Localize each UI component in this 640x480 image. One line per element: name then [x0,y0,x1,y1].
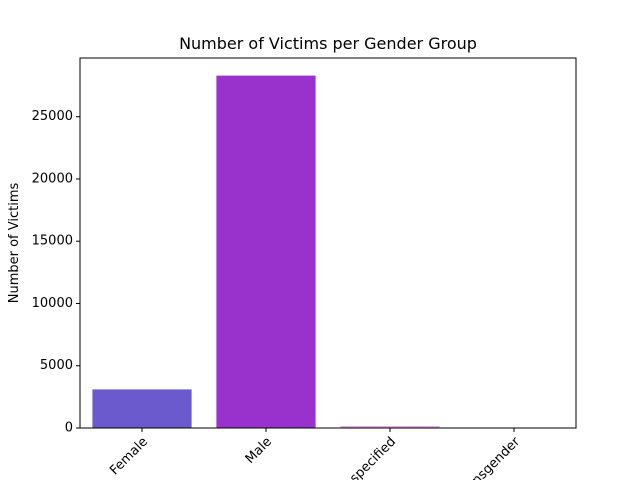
x-ticks-group: Female Male Unspecified Transgender [107,428,524,480]
y-ticks-group: 0 5000 10000 15000 20000 25000 [32,109,80,436]
x-tick-label: Male [243,434,275,466]
y-tick-label: 15000 [32,234,73,249]
x-tick-label: Transgender [455,434,524,480]
y-tick-label: 10000 [32,296,73,311]
y-axis-label: Number of Victims [7,183,22,304]
bar-unspecified [340,426,440,428]
bar-female [92,389,192,428]
x-tick-label: Unspecified [335,434,399,480]
plot-frame [79,57,577,429]
x-tick-label: Female [107,434,151,478]
bars-group [92,75,564,429]
y-tick-label: 20000 [32,171,73,186]
chart-title: Number of Victims per Gender Group [179,34,477,53]
y-tick-label: 25000 [32,109,73,124]
bar-male [216,75,316,429]
y-tick-label: 5000 [40,358,73,373]
y-tick-label: 0 [65,421,73,436]
